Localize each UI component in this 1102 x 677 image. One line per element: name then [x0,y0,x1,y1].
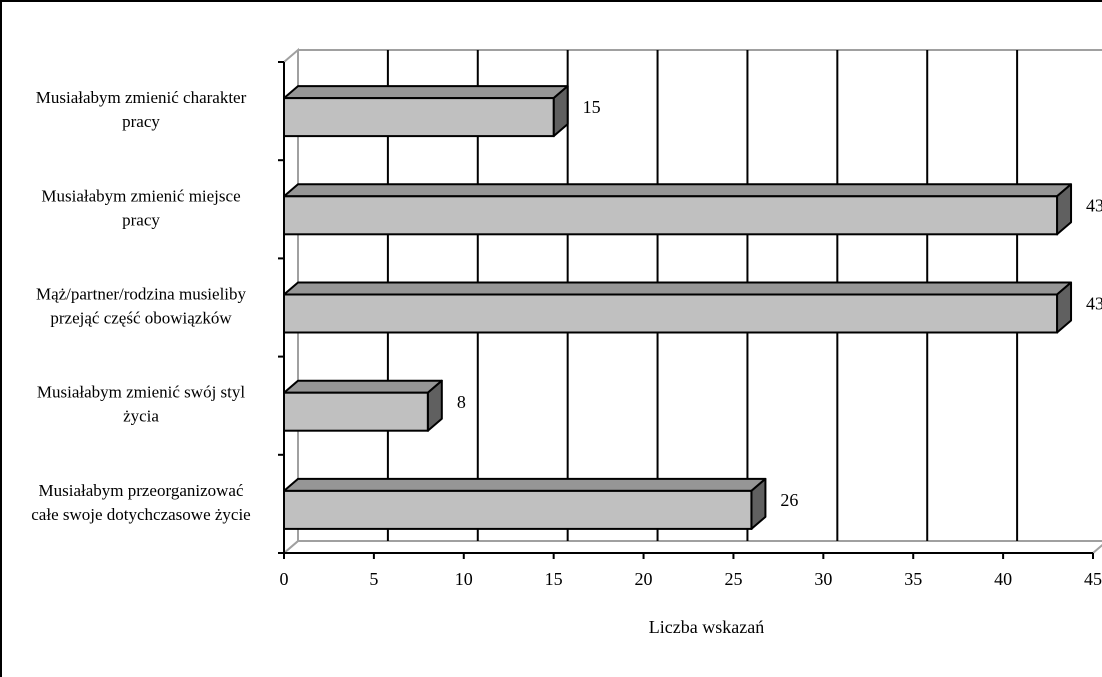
bar [283,97,555,138]
x-tick-label: 35 [904,569,922,589]
data-label: 26 [780,490,798,510]
category-label-line: pracy [122,112,160,131]
category-label-line: Musiałabym przeorganizować [38,481,243,500]
x-tick-label: 45 [1084,569,1102,589]
bar-group [283,281,1073,334]
bar-group [283,379,443,432]
bar [283,489,753,530]
bar-group [283,85,569,138]
data-label: 43 [1086,294,1102,314]
data-label: 8 [457,392,466,412]
x-axis-title: Liczba wskazań [649,617,764,637]
category-label-line: Musiałabym zmienić swój styl [37,383,246,402]
bar-top-face [283,183,1073,198]
bar-group [283,183,1073,236]
bar-top-face [283,85,569,100]
x-tick-label: 25 [724,569,742,589]
x-tick-label: 40 [994,569,1012,589]
category-label: Musiałabym przeorganizować całe swoje dot… [31,481,250,524]
x-tick-label: 20 [635,569,653,589]
category-label: Musiałabym zmienić miejsce pracy [41,186,240,229]
x-tick-label: 0 [280,569,289,589]
bar [283,293,1059,334]
category-label-line: Mąż/partner/rodzina musieliby [36,284,247,303]
category-label-line: pracy [122,210,160,229]
bar-group [283,477,767,530]
data-label: 15 [583,97,601,117]
x-tick-label: 15 [545,569,563,589]
x-tick-label: 10 [455,569,473,589]
data-label: 43 [1086,195,1102,215]
chart-floor [281,540,1102,554]
category-label-line: przejąć część obowiązków [50,308,232,327]
x-tick-label: 30 [814,569,832,589]
bar-top-face [283,281,1073,296]
bar [283,391,429,432]
category-label: Musiałabym zmienić charakter pracy [36,88,247,131]
x-tick-label: 5 [369,569,378,589]
bar-top-face [283,379,443,394]
category-label-line: Musiałabym zmienić miejsce [41,186,240,205]
category-label: Mąż/partner/rodzina musieliby przejąć czę… [36,284,247,327]
bar-top-face [283,477,767,492]
category-label-line: całe swoje dotychczasowe życie [31,505,250,524]
category-label: Musiałabym zmienić swój styl życia [37,383,246,426]
category-label-line: Musiałabym zmienić charakter [36,88,247,107]
bar [283,195,1059,236]
category-label-line: życia [123,407,159,426]
